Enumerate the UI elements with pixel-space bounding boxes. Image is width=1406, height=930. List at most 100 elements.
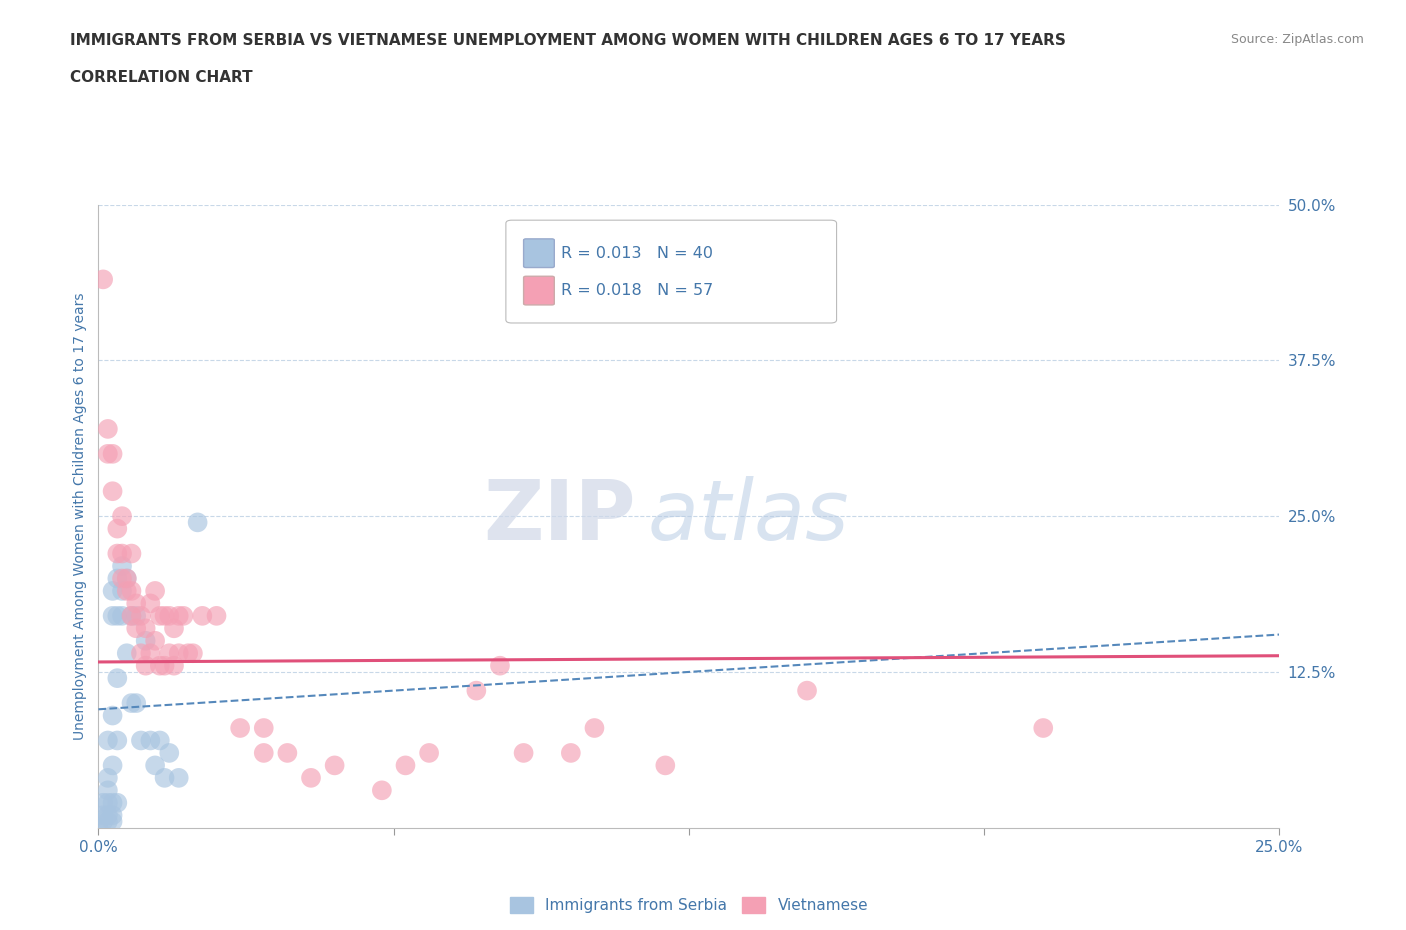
Point (97, 733, 120, 748)
FancyBboxPatch shape (523, 276, 554, 305)
Point (153, 770, 176, 785)
Point (135, 658, 157, 673)
Point (121, 608, 143, 623)
Point (101, 608, 124, 623)
Text: CORRELATION CHART: CORRELATION CHART (70, 70, 253, 85)
Point (91, 808, 114, 823)
Point (125, 596, 148, 611)
Point (583, 721, 606, 736)
Point (111, 608, 134, 623)
Point (181, 645, 204, 660)
FancyBboxPatch shape (523, 239, 554, 268)
Point (560, 746, 582, 761)
Point (229, 721, 252, 736)
Point (163, 658, 186, 673)
Point (101, 484, 124, 498)
Point (299, 770, 322, 785)
Point (111, 571, 134, 586)
Point (167, 608, 190, 623)
Point (111, 559, 134, 574)
Point (115, 645, 138, 660)
Point (149, 608, 172, 623)
Point (125, 621, 148, 636)
Point (153, 658, 176, 673)
Point (105, 733, 128, 748)
Point (157, 645, 180, 660)
Point (87, 820, 110, 835)
Point (796, 684, 818, 698)
Point (205, 608, 228, 623)
Point (394, 758, 416, 773)
Legend: Immigrants from Serbia, Vietnamese: Immigrants from Serbia, Vietnamese (505, 893, 873, 918)
Point (135, 633, 157, 648)
Point (97, 770, 120, 785)
Point (129, 608, 152, 623)
Point (91, 272, 114, 286)
Point (172, 608, 194, 623)
Point (143, 758, 166, 773)
Point (105, 795, 128, 810)
Point (101, 758, 124, 773)
Point (1032, 721, 1054, 736)
Point (167, 770, 190, 785)
Point (125, 696, 148, 711)
Point (157, 746, 180, 761)
Point (149, 658, 172, 673)
Point (121, 696, 143, 711)
Point (121, 608, 143, 623)
Point (91, 795, 114, 810)
Point (97, 795, 120, 810)
Point (149, 733, 172, 748)
Point (418, 746, 440, 761)
Point (101, 814, 124, 829)
Point (323, 758, 346, 773)
Point (105, 571, 128, 586)
Point (187, 515, 209, 530)
Point (139, 645, 162, 660)
Text: atlas: atlas (648, 475, 849, 557)
Point (111, 546, 134, 561)
Point (115, 571, 138, 586)
Y-axis label: Unemployment Among Women with Children Ages 6 to 17 years: Unemployment Among Women with Children A… (73, 292, 87, 740)
Point (105, 608, 128, 623)
Point (101, 583, 124, 598)
Point (111, 509, 134, 524)
Text: IMMIGRANTS FROM SERBIA VS VIETNAMESE UNEMPLOYMENT AMONG WOMEN WITH CHILDREN AGES: IMMIGRANTS FROM SERBIA VS VIETNAMESE UNE… (70, 33, 1066, 47)
Point (371, 783, 394, 798)
Text: Source: ZipAtlas.com: Source: ZipAtlas.com (1230, 33, 1364, 46)
Point (115, 583, 138, 598)
Point (191, 608, 214, 623)
Point (143, 583, 166, 598)
Text: R = 0.013   N = 40: R = 0.013 N = 40 (561, 246, 713, 260)
Point (167, 645, 190, 660)
Point (654, 758, 676, 773)
Point (97, 808, 120, 823)
Point (101, 808, 124, 823)
Point (105, 521, 128, 536)
Point (101, 795, 124, 810)
Point (143, 633, 166, 648)
Point (157, 608, 180, 623)
Point (253, 746, 276, 761)
Point (111, 583, 134, 598)
Point (129, 733, 152, 748)
Point (97, 783, 120, 798)
Point (139, 596, 162, 611)
Text: R = 0.018   N = 57: R = 0.018 N = 57 (561, 283, 714, 299)
Point (97, 814, 120, 829)
Point (153, 608, 176, 623)
Point (121, 583, 143, 598)
Point (139, 733, 162, 748)
Point (125, 608, 148, 623)
Point (101, 708, 124, 723)
Point (101, 446, 124, 461)
Point (135, 621, 157, 636)
Point (91, 814, 114, 829)
Point (121, 546, 143, 561)
Point (276, 746, 298, 761)
Point (115, 571, 138, 586)
Point (177, 645, 200, 660)
Point (512, 746, 534, 761)
Point (97, 421, 120, 436)
Point (253, 721, 276, 736)
